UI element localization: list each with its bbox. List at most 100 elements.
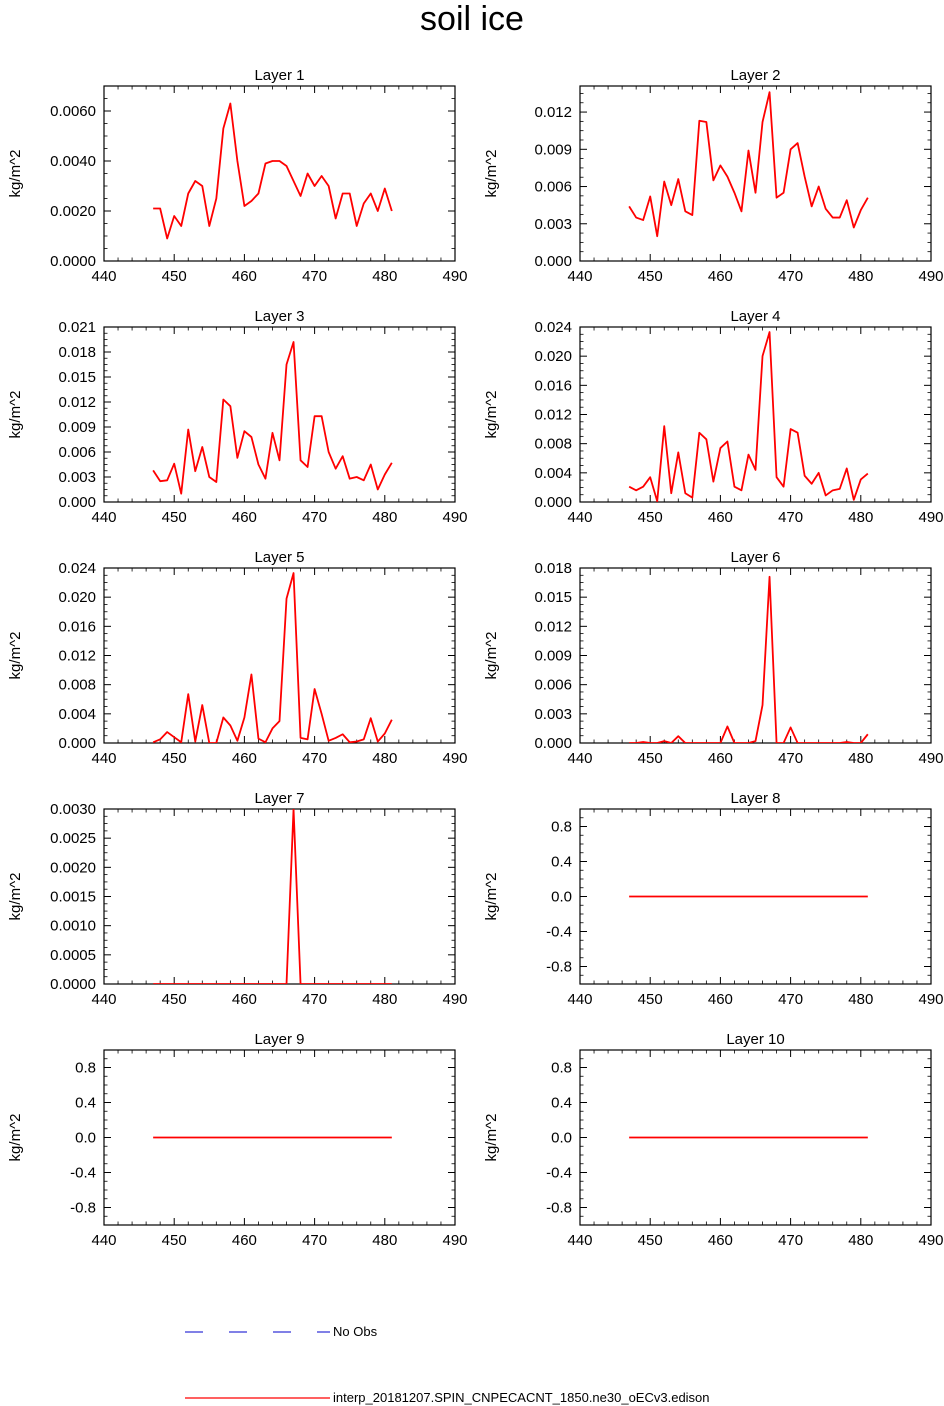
- y-tick-label: 0.006: [58, 444, 96, 461]
- x-tick-label: 470: [302, 509, 327, 526]
- x-tick-label: 470: [778, 509, 803, 526]
- x-tick-label: 460: [232, 509, 257, 526]
- y-axis-label: kg/m^2: [483, 1114, 500, 1162]
- x-tick-label: 490: [918, 750, 943, 767]
- x-tick-label: 460: [708, 509, 733, 526]
- panel-layer-5: Layer 5 kg/m^2 440 450 460 470 480 490 0.000 0.00…: [7, 549, 468, 767]
- y-tick-label: 0.000: [534, 735, 572, 752]
- y-tick-label: 0.0020: [50, 203, 96, 220]
- x-tick-label: 450: [162, 268, 187, 285]
- y-tick-label: 0.008: [58, 677, 96, 694]
- y-tick-label: 0.015: [58, 369, 96, 386]
- x-tick-label: 440: [567, 1232, 592, 1249]
- x-tick-label: 450: [638, 750, 663, 767]
- y-tick-label: -0.4: [70, 1165, 96, 1182]
- x-tick-label: 480: [372, 991, 397, 1008]
- series-line: [153, 809, 392, 984]
- x-tick-label: 470: [302, 991, 327, 1008]
- x-tick-label: 460: [708, 991, 733, 1008]
- y-tick-label: 0.012: [58, 648, 96, 665]
- y-tick-label: 0.0: [551, 1130, 572, 1147]
- y-tick-label: 0.0025: [50, 830, 96, 847]
- panel-title: Layer 3: [254, 308, 304, 325]
- y-tick-label: 0.021: [58, 319, 96, 336]
- series-line: [628, 331, 869, 502]
- y-tick-label: -0.4: [546, 924, 572, 941]
- x-tick-label: 440: [91, 1232, 116, 1249]
- panel-layer-2: Layer 2 kg/m^2 440 450 460 470 480 490 0.000 0.00…: [483, 67, 944, 285]
- y-tick-label: 0.000: [58, 494, 96, 511]
- y-tick-label: 0.4: [551, 854, 572, 871]
- y-tick-label: 0.009: [534, 648, 572, 665]
- y-tick-label: -0.4: [546, 1165, 572, 1182]
- x-tick-label: 450: [162, 1232, 187, 1249]
- x-tick-label: 470: [778, 268, 803, 285]
- x-tick-label: 460: [708, 268, 733, 285]
- x-tick-label: 490: [918, 991, 943, 1008]
- y-tick-label: 0.024: [58, 560, 96, 577]
- y-tick-label: 0.020: [58, 589, 96, 606]
- panel-layer-9: Layer 9 kg/m^2 440 450 460 470 480 490 -0.8 -0.4 0…: [7, 1031, 468, 1249]
- x-tick-label: 470: [778, 991, 803, 1008]
- y-tick-label: 0.016: [58, 618, 96, 635]
- panel-title: Layer 1: [254, 67, 304, 84]
- y-tick-label: 0.8: [551, 819, 572, 836]
- y-axis-label: kg/m^2: [7, 150, 24, 198]
- x-tick-label: 450: [638, 268, 663, 285]
- y-tick-label: 0.0030: [50, 801, 96, 818]
- x-tick-label: 480: [372, 1232, 397, 1249]
- panel-title: Layer 6: [730, 549, 780, 566]
- x-tick-label: 450: [638, 991, 663, 1008]
- x-tick-label: 440: [91, 750, 116, 767]
- x-tick-label: 440: [91, 991, 116, 1008]
- x-tick-label: 450: [162, 991, 187, 1008]
- x-tick-label: 490: [442, 268, 467, 285]
- y-tick-label: 0.012: [534, 618, 572, 635]
- panel-layer-8: Layer 8 kg/m^2 440 450 460 470 480 490 -0.8 -0.4 0…: [483, 790, 944, 1008]
- y-tick-label: -0.8: [546, 1200, 572, 1217]
- plot-frame: [103, 85, 456, 262]
- x-tick-label: 450: [638, 1232, 663, 1249]
- series-line: [628, 91, 869, 238]
- y-tick-label: 0.012: [58, 394, 96, 411]
- y-tick-label: 0.003: [534, 216, 572, 233]
- series-line: [153, 102, 393, 240]
- y-tick-label: 0.016: [534, 377, 572, 394]
- y-tick-label: 0.000: [534, 494, 572, 511]
- y-axis-label: kg/m^2: [483, 873, 500, 921]
- legend-label-model: interp_20181207.SPIN_CNPECACNT_1850.ne30…: [333, 1390, 710, 1405]
- legend-label-no-obs: No Obs: [333, 1324, 378, 1339]
- y-axis-label: kg/m^2: [483, 150, 500, 198]
- x-tick-label: 480: [848, 268, 873, 285]
- y-tick-label: 0.015: [534, 589, 572, 606]
- y-tick-label: 0.0000: [50, 976, 96, 993]
- x-tick-label: 470: [302, 1232, 327, 1249]
- legend: [185, 1331, 330, 1399]
- x-tick-label: 470: [778, 750, 803, 767]
- y-tick-label: 0.000: [58, 735, 96, 752]
- x-tick-label: 470: [302, 268, 327, 285]
- series-line: [629, 575, 869, 743]
- panel-layer-7: Layer 7 kg/m^2 440 450 460 470 480 490 0.0000 0.0…: [7, 790, 468, 1008]
- y-axis-label: kg/m^2: [483, 632, 500, 680]
- y-tick-label: 0.003: [534, 706, 572, 723]
- panel-title: Layer 9: [254, 1031, 304, 1048]
- y-tick-label: 0.006: [534, 677, 572, 694]
- x-tick-label: 440: [91, 268, 116, 285]
- panel-title: Layer 8: [730, 790, 780, 807]
- y-tick-label: 0.018: [534, 560, 572, 577]
- y-tick-label: 0.0: [551, 889, 572, 906]
- y-tick-label: 0.024: [534, 319, 572, 336]
- panel-layer-6: Layer 6 kg/m^2 440 450 460 470 480 490 0.000 0.00…: [483, 549, 944, 767]
- y-tick-label: 0.0010: [50, 918, 96, 935]
- x-tick-label: 470: [302, 750, 327, 767]
- x-tick-label: 450: [162, 509, 187, 526]
- plot-frame: [103, 808, 456, 985]
- plot-frame: [579, 85, 932, 262]
- y-tick-label: 0.8: [551, 1060, 572, 1077]
- x-tick-label: 490: [918, 1232, 943, 1249]
- x-tick-label: 480: [848, 750, 873, 767]
- y-tick-label: 0.0005: [50, 947, 96, 964]
- x-tick-label: 490: [918, 509, 943, 526]
- x-tick-label: 490: [442, 1232, 467, 1249]
